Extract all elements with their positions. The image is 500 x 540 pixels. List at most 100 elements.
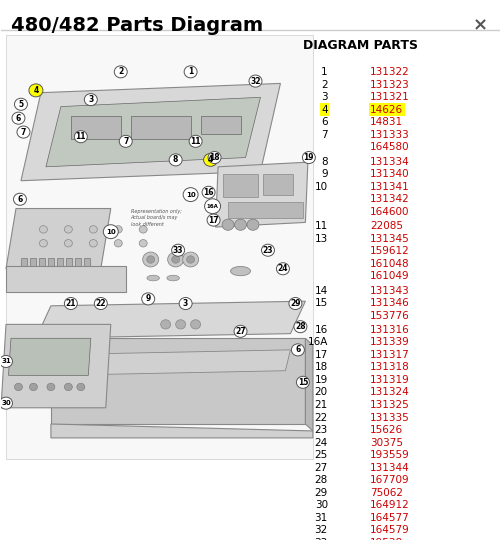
Text: 75062: 75062 <box>370 488 404 497</box>
Text: 16A: 16A <box>308 338 328 347</box>
Text: 3: 3 <box>321 92 328 102</box>
Text: 8: 8 <box>173 156 178 164</box>
Text: 131334: 131334 <box>370 157 410 167</box>
Text: 24: 24 <box>314 437 328 448</box>
Circle shape <box>189 136 202 147</box>
Text: 19: 19 <box>304 153 314 162</box>
Polygon shape <box>36 301 306 338</box>
Text: 3: 3 <box>183 299 188 308</box>
FancyBboxPatch shape <box>30 258 36 266</box>
Text: 29: 29 <box>290 299 300 308</box>
Circle shape <box>186 256 194 263</box>
Text: 131341: 131341 <box>370 181 410 192</box>
Text: 9: 9 <box>146 294 151 303</box>
Text: ×: × <box>472 16 488 34</box>
Circle shape <box>234 325 247 338</box>
Text: 131317: 131317 <box>370 350 410 360</box>
Text: 164577: 164577 <box>370 512 410 523</box>
Polygon shape <box>8 338 91 375</box>
Circle shape <box>114 240 122 247</box>
Circle shape <box>74 131 88 143</box>
Text: 27: 27 <box>314 463 328 472</box>
Text: 16: 16 <box>314 325 328 335</box>
Text: 15: 15 <box>298 378 308 387</box>
Circle shape <box>64 226 72 233</box>
Text: 7: 7 <box>123 137 128 146</box>
Circle shape <box>176 320 186 329</box>
Ellipse shape <box>230 266 250 276</box>
FancyBboxPatch shape <box>6 266 126 292</box>
Circle shape <box>182 252 198 267</box>
Text: 15: 15 <box>314 298 328 308</box>
Circle shape <box>12 112 25 124</box>
Circle shape <box>14 383 22 390</box>
Text: 131343: 131343 <box>370 286 410 295</box>
Text: 24: 24 <box>278 264 288 273</box>
Circle shape <box>204 153 218 166</box>
Text: 3: 3 <box>88 95 94 104</box>
Text: 131346: 131346 <box>370 298 410 308</box>
Circle shape <box>29 84 43 97</box>
FancyBboxPatch shape <box>130 116 190 139</box>
Text: 131335: 131335 <box>370 413 410 422</box>
FancyBboxPatch shape <box>223 174 258 197</box>
Text: 20: 20 <box>314 388 328 397</box>
Text: 131322: 131322 <box>370 67 410 77</box>
Polygon shape <box>306 338 313 431</box>
Text: 193559: 193559 <box>370 450 410 460</box>
Text: 19538: 19538 <box>370 538 404 540</box>
Circle shape <box>276 263 289 275</box>
Polygon shape <box>1 325 111 408</box>
Text: 1: 1 <box>321 67 328 77</box>
Circle shape <box>208 152 221 164</box>
Polygon shape <box>6 208 111 269</box>
Circle shape <box>64 298 78 309</box>
Circle shape <box>249 75 262 87</box>
Text: 1: 1 <box>188 68 193 76</box>
Circle shape <box>0 397 12 409</box>
FancyBboxPatch shape <box>75 258 81 266</box>
Circle shape <box>30 383 38 390</box>
Text: 16: 16 <box>204 188 214 197</box>
Text: 33: 33 <box>314 538 328 540</box>
Text: 153776: 153776 <box>370 310 410 321</box>
Polygon shape <box>46 97 260 167</box>
Text: 17: 17 <box>208 215 219 225</box>
Text: 131319: 131319 <box>370 375 410 385</box>
Text: 32: 32 <box>314 525 328 535</box>
Circle shape <box>146 256 154 263</box>
Circle shape <box>234 219 246 230</box>
Circle shape <box>142 293 154 305</box>
Text: 29: 29 <box>314 488 328 497</box>
Circle shape <box>289 298 302 309</box>
Text: 7: 7 <box>321 130 328 140</box>
Text: 480/482 Parts Diagram: 480/482 Parts Diagram <box>11 16 263 35</box>
Polygon shape <box>56 350 290 375</box>
Circle shape <box>179 298 192 309</box>
Circle shape <box>77 383 85 390</box>
Text: 22: 22 <box>96 299 106 308</box>
Text: 159612: 159612 <box>370 246 410 256</box>
FancyBboxPatch shape <box>84 258 90 266</box>
FancyBboxPatch shape <box>48 258 54 266</box>
Text: 131325: 131325 <box>370 400 410 410</box>
Circle shape <box>84 93 98 106</box>
Circle shape <box>262 244 274 256</box>
Text: Representation only;
Actual board/s may
look different: Representation only; Actual board/s may … <box>130 208 182 227</box>
Circle shape <box>64 383 72 390</box>
Circle shape <box>169 154 182 166</box>
Polygon shape <box>51 338 306 424</box>
Text: 30: 30 <box>1 400 11 406</box>
Text: 131339: 131339 <box>370 338 410 347</box>
Circle shape <box>172 244 184 256</box>
Text: 11: 11 <box>314 221 328 231</box>
Text: DIAGRAM PARTS: DIAGRAM PARTS <box>303 39 418 52</box>
Text: 22: 22 <box>314 413 328 422</box>
Circle shape <box>40 226 48 233</box>
Text: 161049: 161049 <box>370 271 410 281</box>
Text: 131345: 131345 <box>370 234 410 244</box>
Text: 131316: 131316 <box>370 325 410 335</box>
Circle shape <box>184 66 197 78</box>
Text: 28: 28 <box>295 322 306 331</box>
Text: 28: 28 <box>314 475 328 485</box>
